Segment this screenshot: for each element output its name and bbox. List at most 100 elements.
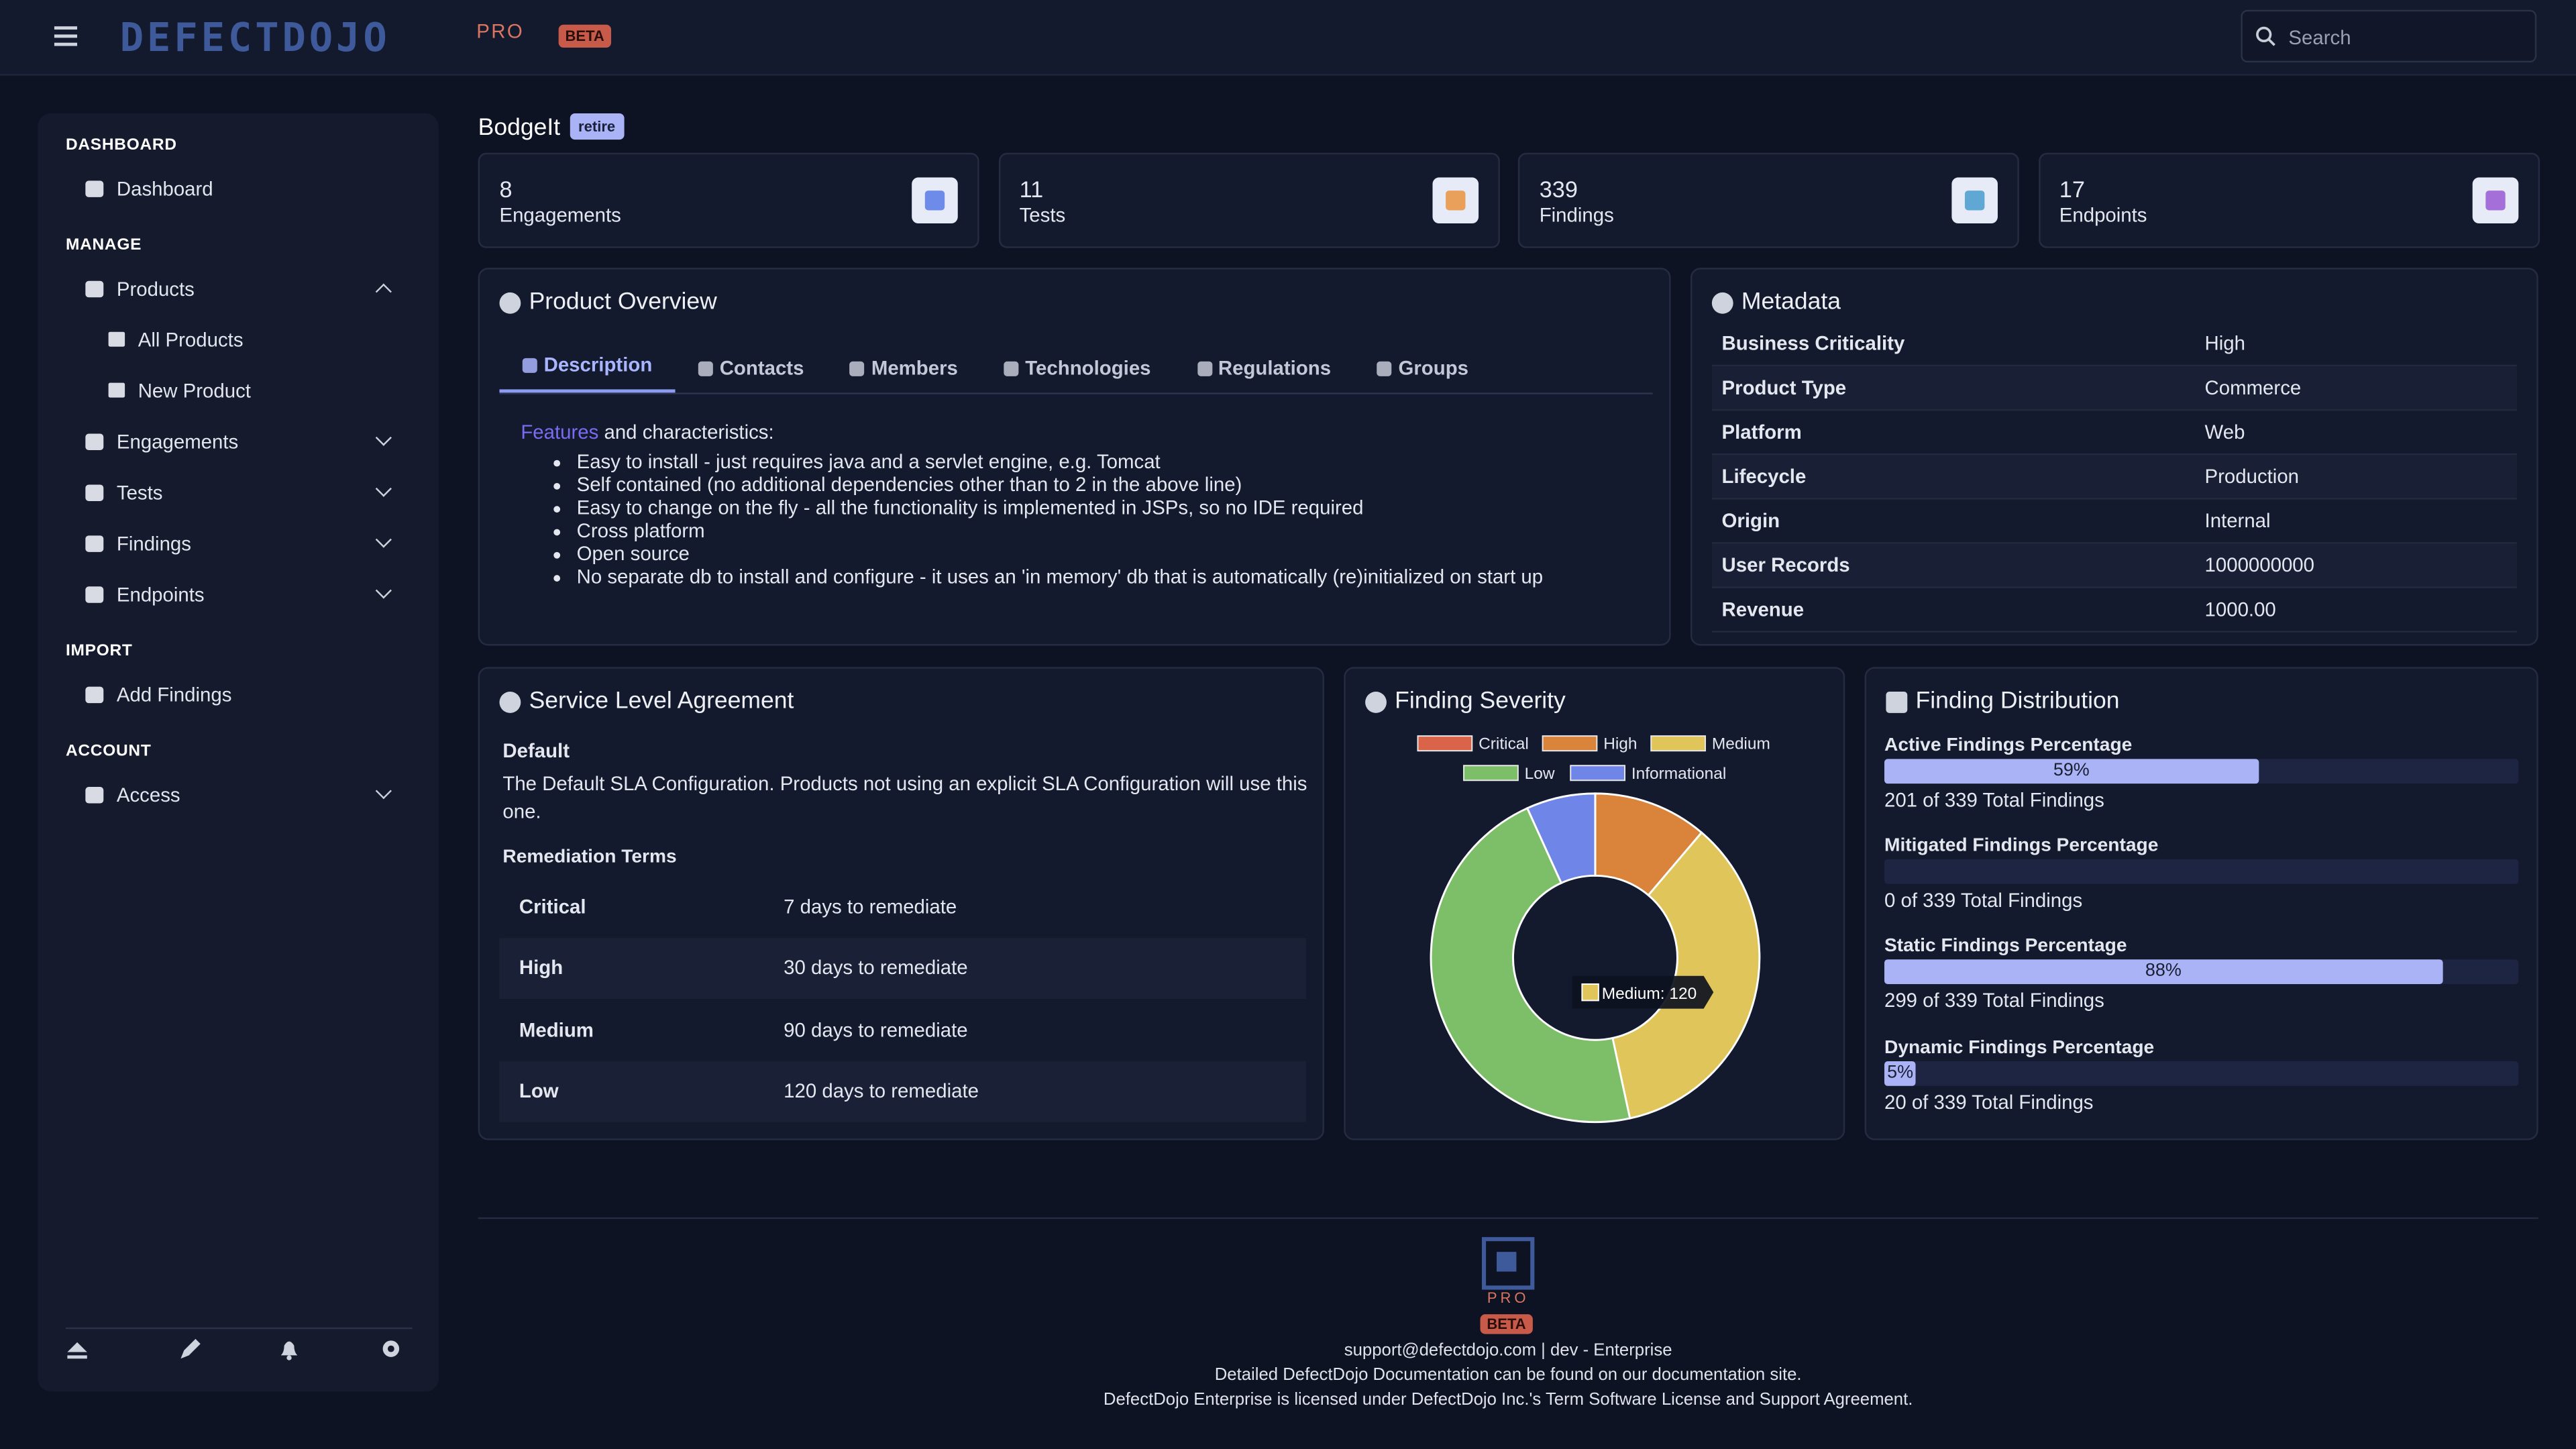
product-overview-card: Product Overview Description Contacts Memb… bbox=[478, 268, 1671, 646]
sla-severity: Low bbox=[519, 1079, 559, 1103]
nav-section-title: IMPORT bbox=[65, 642, 133, 661]
stat-value: 339 bbox=[1539, 176, 1578, 203]
distribution-label: Dynamic Findings Percentage bbox=[1884, 1037, 2155, 1058]
intro-text: and characteristics: bbox=[604, 420, 774, 444]
legend-label: Informational bbox=[1631, 765, 1726, 783]
info-icon bbox=[1711, 291, 1733, 313]
title-text: Metadata bbox=[1741, 289, 1841, 316]
tab[interactable]: Groups bbox=[1354, 343, 1491, 392]
stat-card[interactable]: 11 Tests bbox=[998, 152, 1499, 248]
tab-icon bbox=[1197, 360, 1212, 376]
nav-subitem[interactable]: New Product bbox=[38, 365, 439, 416]
search-placeholder: Search bbox=[2288, 26, 2351, 50]
stat-card[interactable]: 17 Endpoints bbox=[2037, 152, 2539, 248]
logo[interactable]: DEFECTDOJO bbox=[119, 15, 390, 61]
tab[interactable]: Members bbox=[827, 343, 981, 392]
tab-label: Description bbox=[543, 353, 653, 376]
metadata-row: User Records 1000000000 bbox=[1711, 543, 2517, 588]
sla-row: Critical 7 days to remediate bbox=[499, 875, 1305, 937]
tab[interactable]: Technologies bbox=[981, 343, 1174, 392]
nav-item[interactable]: Tests bbox=[38, 467, 439, 518]
distribution-label: Static Findings Percentage bbox=[1884, 936, 2127, 957]
nav-item[interactable]: Engagements bbox=[38, 416, 439, 467]
tab-label: Members bbox=[871, 356, 958, 380]
distribution-item: Static Findings Percentage 88% 299 of 339 … bbox=[1884, 936, 2519, 1038]
nav-section-title: MANAGE bbox=[65, 236, 142, 255]
tab-icon bbox=[1004, 360, 1019, 376]
sla-row: Medium 90 days to remediate bbox=[499, 999, 1305, 1061]
logo-suffix: PRO bbox=[476, 19, 525, 43]
legend-label: Critical bbox=[1479, 735, 1529, 753]
tool-settings[interactable] bbox=[382, 1340, 400, 1357]
tool-notifications[interactable] bbox=[280, 1341, 298, 1360]
distribution-label: Mitigated Findings Percentage bbox=[1884, 836, 2159, 857]
nav-icon bbox=[85, 180, 104, 197]
nav-item[interactable]: Access bbox=[38, 769, 439, 820]
sla-days: 7 days to remediate bbox=[784, 895, 957, 918]
tool-edit[interactable] bbox=[180, 1338, 201, 1359]
nav-item[interactable]: Dashboard bbox=[38, 162, 439, 213]
nav-item[interactable]: Add Findings bbox=[38, 669, 439, 720]
tab[interactable]: Contacts bbox=[676, 343, 827, 392]
nav-subitem[interactable]: All Products bbox=[38, 314, 439, 365]
tool-eject[interactable] bbox=[67, 1342, 87, 1359]
chevron bbox=[375, 783, 392, 800]
stat-icon bbox=[912, 177, 958, 224]
product-tag: retire bbox=[570, 113, 624, 140]
tab[interactable]: Regulations bbox=[1174, 343, 1354, 392]
beta-badge: BETA bbox=[558, 24, 611, 48]
search-icon bbox=[2256, 26, 2275, 46]
footer-line: DefectDojo Enterprise is licensed under … bbox=[1103, 1389, 1913, 1410]
menu-button[interactable] bbox=[54, 26, 78, 46]
stat-card[interactable]: 339 Findings bbox=[1517, 152, 2019, 248]
nav-item[interactable]: Findings bbox=[38, 517, 439, 568]
description-item: Self contained (no additional dependenci… bbox=[577, 473, 1544, 498]
nav-label: Dashboard bbox=[116, 176, 213, 200]
stat-icon-glyph bbox=[2485, 191, 2505, 211]
chevron bbox=[375, 429, 392, 446]
stat-card[interactable]: 8 Engagements bbox=[478, 152, 979, 248]
title-text: Finding Severity bbox=[1395, 688, 1566, 715]
metadata-row: Revenue 1000.00 bbox=[1711, 588, 2517, 633]
sla-card: Service Level Agreement Default The Defa… bbox=[478, 667, 1324, 1140]
metadata-value: 1000.00 bbox=[2204, 598, 2276, 621]
metadata-value: Internal bbox=[2204, 509, 2271, 533]
nav-label: Engagements bbox=[116, 429, 239, 453]
sla-severity: High bbox=[519, 956, 564, 980]
stat-label: Findings bbox=[1539, 203, 1614, 227]
features-link[interactable]: Features bbox=[521, 420, 599, 444]
card-title: Metadata bbox=[1711, 289, 1841, 316]
metadata-table: Business Criticality High Product Type Comm… bbox=[1711, 322, 2517, 633]
nav-label: Findings bbox=[116, 531, 191, 555]
tab-label: Regulations bbox=[1218, 356, 1332, 380]
tab[interactable]: Description bbox=[499, 340, 676, 393]
description-item: Open source bbox=[577, 541, 1544, 566]
sla-name: Default bbox=[502, 739, 570, 763]
chevron bbox=[375, 531, 392, 548]
stat-label: Engagements bbox=[499, 203, 621, 227]
footer-line: support@defectdojo.com | dev - Enterpris… bbox=[1344, 1340, 1672, 1360]
stat-icon bbox=[2471, 177, 2518, 224]
nav-icon bbox=[85, 535, 104, 551]
sla-description: The Default SLA Configuration. Products … bbox=[502, 772, 1307, 823]
distribution-label: Active Findings Percentage bbox=[1884, 736, 2133, 756]
nav-icon bbox=[85, 280, 104, 297]
distribution-card: Finding Distribution Active Findings Per… bbox=[1864, 667, 2538, 1140]
severity-card: Finding Severity Critical High Medium Low In… bbox=[1344, 667, 1845, 1140]
legend-swatch bbox=[1463, 765, 1519, 782]
nav-icon bbox=[108, 331, 125, 347]
nav-icon bbox=[85, 686, 104, 702]
progress-label: 5% bbox=[1887, 1062, 1914, 1082]
footer-logo-suffix: PRO bbox=[1487, 1289, 1529, 1306]
sla-severity: Medium bbox=[519, 1018, 594, 1042]
nav-icon bbox=[85, 786, 104, 803]
pie-slice bbox=[1525, 792, 1597, 885]
search-box[interactable]: Search bbox=[2241, 9, 2537, 63]
nav-section-title: DASHBOARD bbox=[65, 136, 177, 155]
nav-item[interactable]: Endpoints bbox=[38, 568, 439, 619]
tooltip-box bbox=[1572, 975, 1714, 1009]
nav-item[interactable]: Products bbox=[38, 263, 439, 314]
progress-track bbox=[1884, 859, 2519, 885]
distribution-caption: 201 of 339 Total Findings bbox=[1884, 788, 2104, 812]
